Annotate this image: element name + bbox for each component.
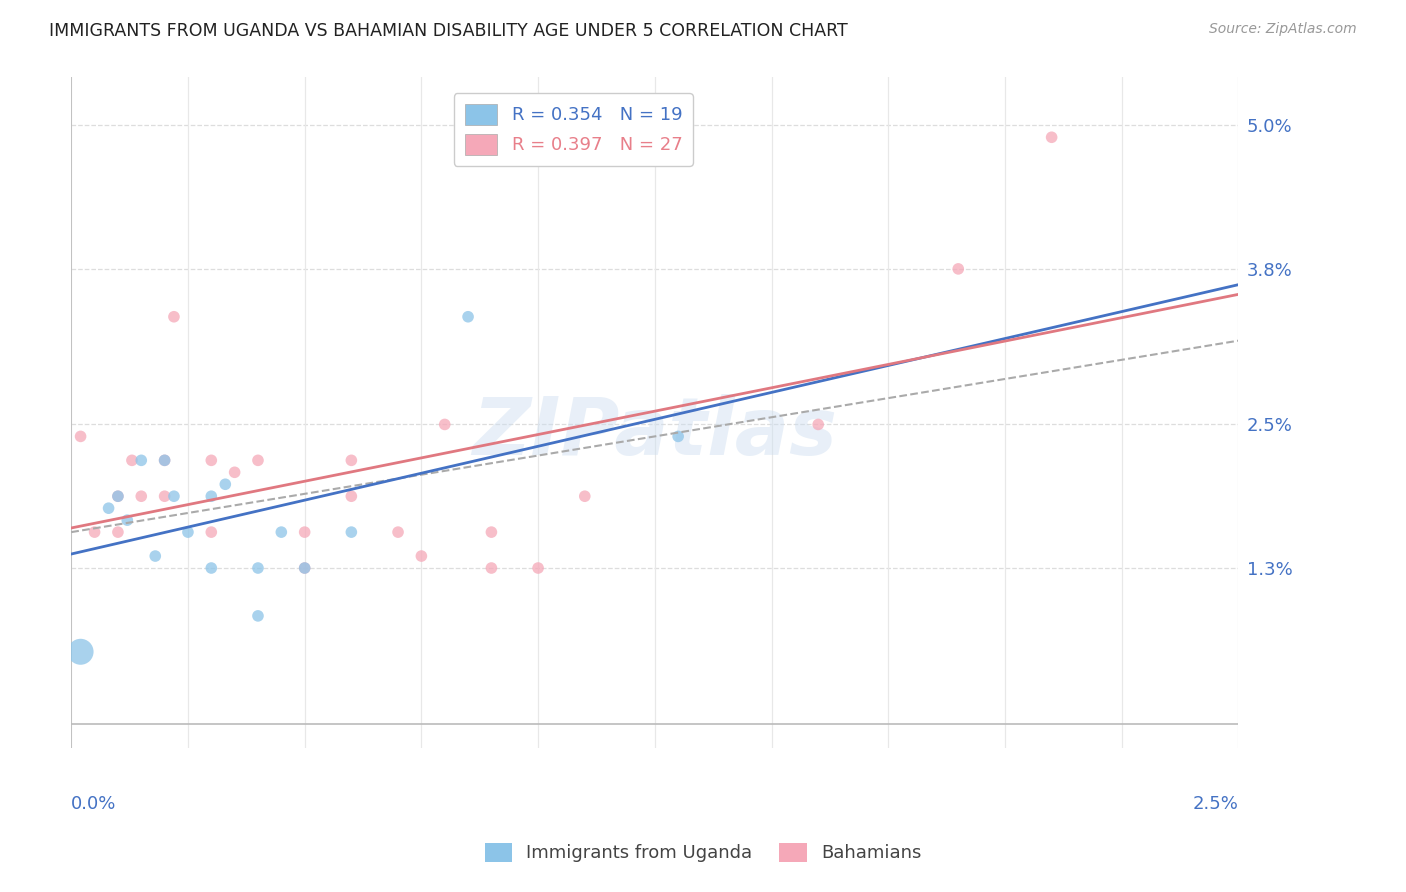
Point xyxy=(153,453,176,467)
Point xyxy=(340,489,363,503)
Point xyxy=(270,525,292,540)
Point xyxy=(340,453,363,467)
Point xyxy=(411,549,433,563)
Legend: R = 0.354   N = 19, R = 0.397   N = 27: R = 0.354 N = 19, R = 0.397 N = 27 xyxy=(454,93,693,166)
Point xyxy=(294,561,316,575)
Text: 0.0%: 0.0% xyxy=(72,796,117,814)
Point xyxy=(340,525,363,540)
Point xyxy=(177,525,200,540)
Text: 2.5%: 2.5% xyxy=(1192,796,1239,814)
Text: IMMIGRANTS FROM UGANDA VS BAHAMIAN DISABILITY AGE UNDER 5 CORRELATION CHART: IMMIGRANTS FROM UGANDA VS BAHAMIAN DISAB… xyxy=(49,22,848,40)
Point xyxy=(153,489,176,503)
Point xyxy=(948,261,970,276)
Point xyxy=(246,453,269,467)
Point xyxy=(1040,130,1063,145)
Point xyxy=(574,489,596,503)
Point xyxy=(294,525,316,540)
Point xyxy=(481,525,503,540)
Point xyxy=(387,525,409,540)
Point xyxy=(214,477,236,491)
Point xyxy=(83,525,105,540)
Point xyxy=(224,465,246,479)
Point xyxy=(129,453,152,467)
Point xyxy=(294,561,316,575)
Point xyxy=(200,525,222,540)
Point xyxy=(107,525,129,540)
Point xyxy=(666,429,689,443)
Point xyxy=(246,561,269,575)
Point xyxy=(807,417,830,432)
Point xyxy=(69,645,91,659)
Point xyxy=(107,489,129,503)
Legend: Immigrants from Uganda, Bahamians: Immigrants from Uganda, Bahamians xyxy=(478,836,928,870)
Point xyxy=(481,561,503,575)
Point xyxy=(97,501,120,516)
Point xyxy=(246,608,269,623)
Point xyxy=(527,561,550,575)
Point xyxy=(163,310,186,324)
Text: Source: ZipAtlas.com: Source: ZipAtlas.com xyxy=(1209,22,1357,37)
Point xyxy=(163,489,186,503)
Point xyxy=(121,453,143,467)
Point xyxy=(153,453,176,467)
Point xyxy=(200,489,222,503)
Point xyxy=(69,429,91,443)
Point xyxy=(129,489,152,503)
Point xyxy=(457,310,479,324)
Point xyxy=(200,561,222,575)
Point xyxy=(143,549,166,563)
Text: ZIPatlas: ZIPatlas xyxy=(472,393,838,472)
Point xyxy=(117,513,139,527)
Point xyxy=(107,489,129,503)
Point xyxy=(200,453,222,467)
Point xyxy=(433,417,456,432)
